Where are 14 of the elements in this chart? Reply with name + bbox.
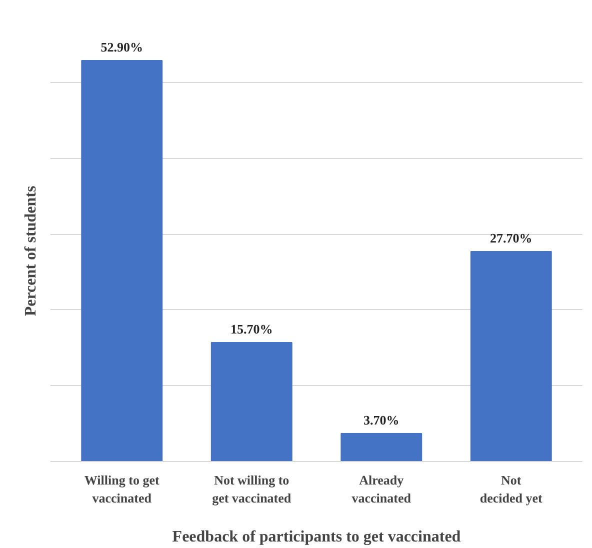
bar (340, 432, 422, 462)
x-tick-label: Not willing to get vaccinated (212, 472, 292, 506)
x-axis-title: Feedback of participants to get vaccinated (172, 528, 461, 546)
data-label: 15.70% (230, 322, 273, 337)
bar (470, 251, 552, 462)
data-label: 3.70% (364, 412, 400, 428)
x-tick-label: Not decided yet (480, 472, 544, 506)
bar (81, 60, 163, 462)
x-tick-label: Already vaccinated (352, 472, 412, 506)
data-label: 27.70% (490, 230, 532, 246)
y-axis-title: Percent of students (22, 186, 40, 316)
x-tick-label: Willing to get vaccinated (84, 472, 160, 506)
bar (210, 342, 292, 462)
data-label: 52.90% (100, 40, 143, 55)
